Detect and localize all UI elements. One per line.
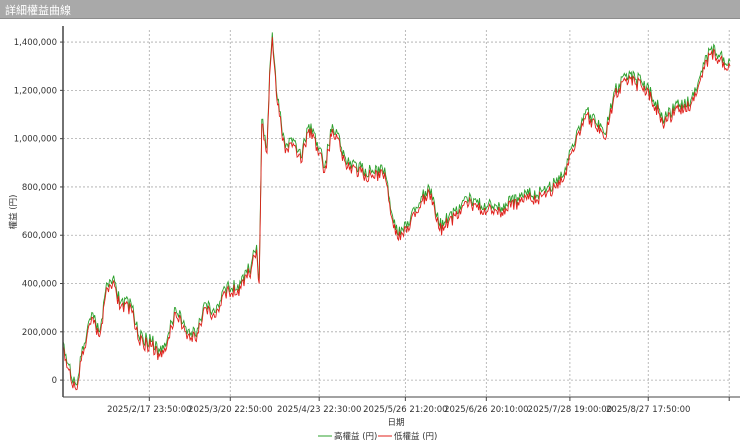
series-line-low <box>62 37 731 391</box>
y-tick-label: 0 <box>52 376 57 386</box>
x-tick-label: 2025/5/26 21:20:00 <box>363 405 447 415</box>
x-tick-label: 2025/6/26 20:10:00 <box>444 405 528 415</box>
x-tick-label: 2025/4/23 22:30:00 <box>277 405 361 415</box>
y-tick-label: 200,000 <box>22 328 57 338</box>
x-tick-label: 2025/2/17 23:50:00 <box>107 405 191 415</box>
y-tick-label: 1,000,000 <box>14 135 57 145</box>
x-tick-label: 2025/8/27 17:50:00 <box>606 405 690 415</box>
y-tick-label: 600,000 <box>22 231 57 241</box>
series-lines <box>62 32 731 391</box>
window-titlebar: 詳細權益曲線 <box>0 0 740 19</box>
x-tick-label: 2025/7/28 19:00:00 <box>528 405 612 415</box>
y-axis-label: 權益 (円) <box>8 195 19 230</box>
window-title: 詳細權益曲線 <box>5 4 71 17</box>
y-tick-label: 1,200,000 <box>14 86 57 96</box>
x-axis-label: 日期 <box>387 418 404 428</box>
y-tick-label: 800,000 <box>22 183 57 193</box>
axes: 0 200,000 400,000 600,000 800,000 1,000,000 1,… <box>14 26 740 415</box>
grid <box>63 30 730 397</box>
y-tick-label: 1,400,000 <box>14 38 57 48</box>
y-tick-label: 400,000 <box>22 280 57 290</box>
legend-label-high: 高權益 (円) <box>334 431 377 442</box>
legend-label-low: 低權益 (円) <box>394 431 437 442</box>
x-tick-label: 2025/3/20 22:50:00 <box>188 405 272 415</box>
legend: 高權益 (円) 低權益 (円) <box>318 431 437 442</box>
